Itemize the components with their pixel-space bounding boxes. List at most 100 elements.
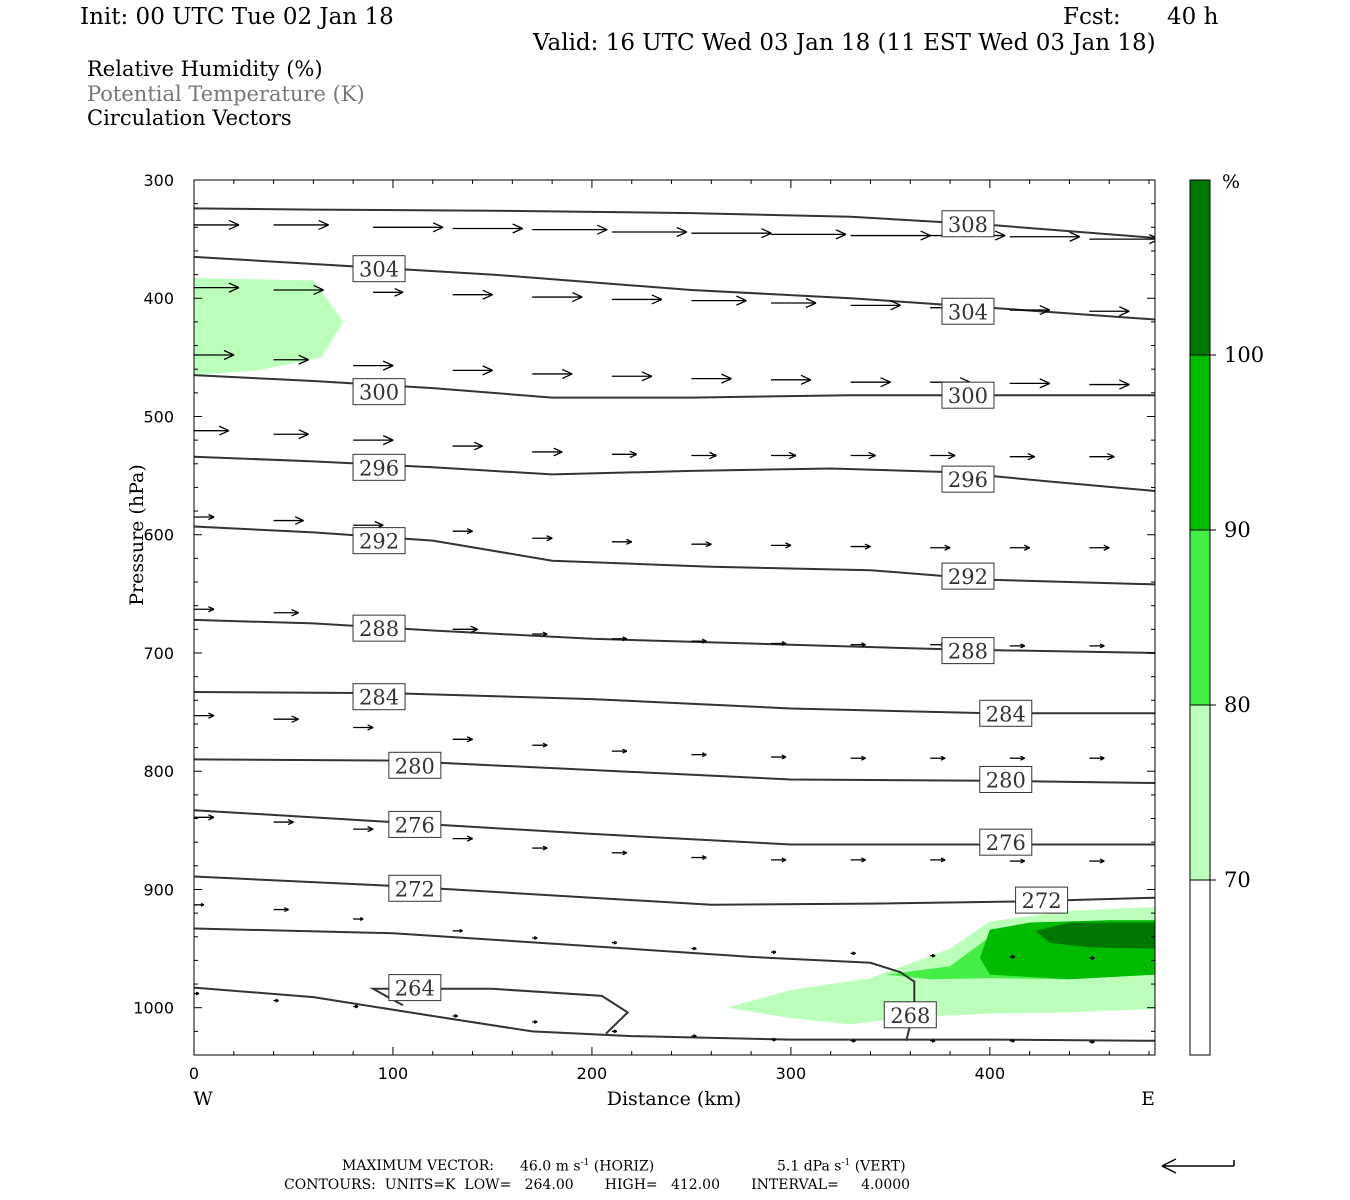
vector-head — [1023, 544, 1031, 551]
contour-label: 264 — [395, 977, 435, 1001]
vector-head — [318, 219, 329, 231]
vector-head — [432, 222, 444, 233]
colorbar-swatch — [1190, 180, 1210, 355]
vector-head — [294, 516, 304, 525]
vector-arrow — [532, 291, 583, 303]
vector-arrow — [930, 1038, 936, 1043]
y-tick-label: 900 — [143, 880, 174, 899]
vector-head — [785, 542, 792, 549]
vector-head — [291, 609, 299, 617]
vector-head — [781, 754, 787, 760]
vector-head — [542, 845, 548, 851]
vector-head — [709, 451, 717, 460]
max-vector-label: MAXIMUM VECTOR: — [342, 1158, 494, 1174]
contour-label-box — [941, 637, 995, 665]
vector-arrow — [691, 1034, 697, 1039]
contour-label: 284 — [359, 686, 399, 710]
vector-arrow — [1089, 858, 1105, 864]
contour-label-box — [352, 378, 406, 406]
vector-arrow — [930, 755, 946, 761]
vector-head — [800, 374, 812, 385]
vector-head — [781, 857, 787, 863]
vector-arrow — [691, 946, 697, 951]
vector-head — [852, 1038, 856, 1043]
theta-contour-288 — [194, 618, 1155, 654]
vector-arrow — [1009, 544, 1031, 551]
vector-head — [890, 300, 901, 311]
vector-head — [298, 354, 309, 365]
vector-arrow — [770, 229, 847, 240]
vector-arrow — [452, 365, 493, 376]
colorbar-label: 80 — [1224, 693, 1251, 717]
theta-contour-292 — [194, 525, 1155, 586]
vector-arrow — [850, 543, 871, 550]
vector-head — [208, 814, 215, 821]
contour-label: 280 — [986, 768, 1026, 792]
vector-arrow — [850, 642, 866, 648]
vector-arrow — [273, 715, 299, 723]
vector-arrow — [273, 284, 324, 296]
vector-arrow — [691, 295, 747, 306]
vector-head — [275, 998, 279, 1003]
vector-head — [1020, 755, 1026, 761]
vector-head — [1011, 954, 1016, 959]
vector-arrow — [353, 826, 374, 833]
vector-head — [705, 541, 712, 548]
vector-head — [1039, 304, 1051, 316]
vector-arrow — [611, 538, 633, 545]
contour-label-box — [941, 465, 995, 493]
vector-head — [1099, 643, 1105, 649]
contour-label-box — [388, 810, 442, 838]
vector-arrow — [1089, 956, 1095, 960]
vector-head — [382, 360, 394, 371]
vector-arrow — [850, 857, 866, 863]
contour-label: 288 — [948, 640, 988, 664]
vector-head — [533, 935, 538, 940]
vector-arrow — [194, 606, 215, 613]
contour-label: 272 — [1022, 889, 1062, 913]
theta-contour-272 — [194, 875, 1155, 906]
vector-arrow — [452, 289, 493, 300]
vector-head — [861, 642, 866, 648]
vector-arrow — [373, 222, 444, 233]
vector-arrow — [611, 226, 688, 238]
colorbar-swatch — [1190, 880, 1210, 1055]
vector-head — [721, 373, 732, 384]
vector-arrow — [273, 818, 294, 826]
vector-arrow — [611, 294, 663, 305]
vector-head — [195, 991, 200, 996]
contour-info: CONTOURS: UNITS=K LOW= 264.00 HIGH= 412.… — [284, 1177, 911, 1193]
vector-arrow — [532, 742, 548, 748]
vector-arrow — [532, 1019, 538, 1024]
rh-region-100+ — [1035, 922, 1155, 949]
vector-arrow — [930, 857, 946, 863]
contour-label: 292 — [948, 565, 988, 589]
vector-head — [736, 295, 747, 306]
forecast-label: Fcst: — [1063, 4, 1121, 30]
contour-label-box — [352, 453, 406, 481]
colorbar-swatch — [1190, 705, 1210, 880]
vector-arrow — [353, 917, 364, 921]
vector-arrow — [532, 447, 563, 457]
vector-arrow — [611, 1029, 618, 1034]
vector-arrow — [611, 850, 628, 856]
vector-head — [561, 368, 573, 380]
vector-head — [805, 297, 817, 309]
vector-head — [1149, 234, 1155, 245]
max-vector-horizontal: 46.0 m s-1 (HORIZ) — [520, 1158, 655, 1175]
vector-arrow — [850, 377, 891, 388]
vector-head — [466, 835, 473, 842]
contour-label: 280 — [395, 754, 435, 778]
vector-arrow — [611, 636, 628, 642]
vector-head — [788, 451, 797, 460]
vector-arrow — [930, 953, 936, 958]
theta-contour-308 — [194, 207, 1155, 239]
vector-head — [1119, 306, 1130, 317]
theta-contour-264 — [369, 987, 630, 1035]
contour-label-box — [941, 210, 995, 238]
vector-arrow — [691, 638, 707, 644]
theta-contour-300 — [194, 374, 1155, 399]
vector-head — [208, 513, 215, 521]
legend-relative-humidity: Relative Humidity (%) — [87, 57, 323, 81]
